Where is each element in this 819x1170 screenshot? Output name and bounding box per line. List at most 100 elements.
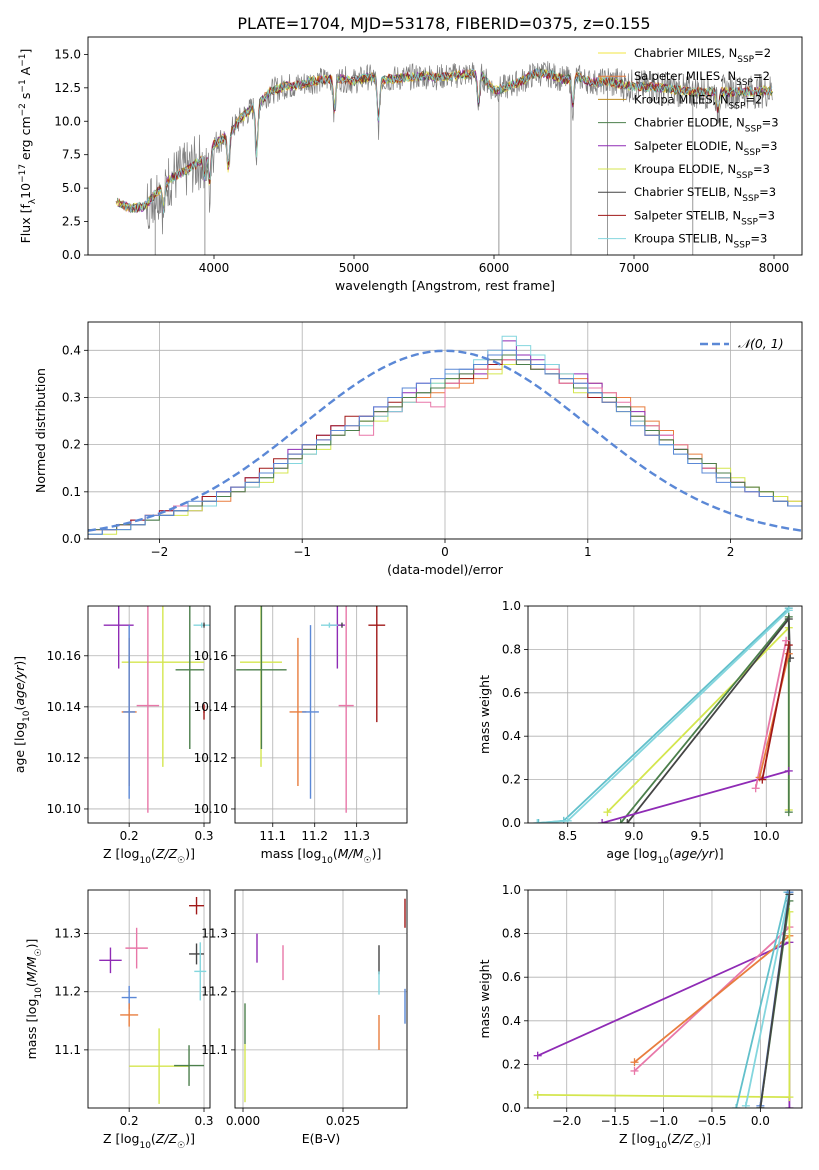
weight-line	[761, 644, 790, 780]
x-axis-label: mass [log10(M/M☉)]	[261, 846, 382, 866]
y-axis-label: mass weight	[477, 959, 492, 1038]
y-tick-label: 11.1	[54, 1043, 81, 1057]
x-tick-label: 4000	[199, 261, 230, 275]
y-axis-label: Normed distribution	[33, 368, 48, 493]
spectrum-panel: 4000 5000 6000 7000 8000 0.0 2.5 5.0 7.5 10.0 12.5…	[18, 36, 803, 293]
weight-line	[601, 770, 790, 823]
x-tick-label: 1	[584, 545, 592, 559]
y-tick-label: 0.6	[502, 686, 521, 700]
legend-label: Salpeter ELODIE, NSSP=3	[634, 139, 777, 158]
x-axis-label: age [log10(age/yr)]	[606, 846, 723, 866]
x-tick-label: 2	[727, 545, 735, 559]
axes-frame	[87, 321, 803, 540]
y-tick-label: 11.3	[54, 927, 81, 941]
x-tick-label: 8.5	[558, 829, 577, 843]
x-tick-label: 9.5	[691, 829, 710, 843]
axes-frame	[234, 605, 408, 824]
x-tick-label: 5000	[339, 261, 370, 275]
x-tick-label: 8000	[759, 261, 790, 275]
y-tick-label: 11.2	[54, 985, 81, 999]
z-vs-mass-panel: 0.2 0.3 11.1 11.2 11.3 Z [log10(Z/Z☉)] mass [l…	[24, 889, 214, 1151]
weight-line	[606, 625, 790, 813]
y-tick-label: 0.3	[62, 390, 81, 404]
x-tick-label: 0.2	[120, 1114, 139, 1128]
y-tick-label: 10.0	[54, 114, 81, 128]
legend-label: Chabrier STELIB, NSSP=3	[634, 185, 776, 204]
y-tick-label: 2.5	[62, 215, 81, 229]
x-tick-label: −1	[293, 545, 311, 559]
x-tick-label: −2.0	[552, 1114, 581, 1128]
y-tick-label: 10.12	[194, 751, 228, 765]
y-tick-label: 0.2	[502, 1057, 521, 1071]
y-axis-label: mass weight	[477, 675, 492, 754]
legend-label: Chabrier ELODIE, NSSP=3	[634, 116, 779, 135]
x-tick-label: 7000	[619, 261, 650, 275]
axes-frame	[527, 889, 803, 1109]
ebv-vs-mass-panel: 0.000 0.025 11.1 11.2 11.3 E(B-V)	[201, 889, 408, 1146]
y-tick-label: 12.5	[54, 81, 81, 95]
legend-label: Chabrier MILES, NSSP=2	[634, 46, 771, 65]
y-tick-label: 0.0	[502, 816, 521, 830]
y-tick-label: 11.1	[201, 1043, 228, 1057]
legend-label: Salpeter MILES, NSSP=2	[634, 69, 770, 88]
x-tick-label: 6000	[479, 261, 510, 275]
residual-histogram-panel: −2 −1 0 1 2 0.0 0.1 0.2 0.3 0.4 (data-model)/error…	[33, 321, 803, 577]
y-axis-label: Flux [fλ10−17 erg cm−2 s−1 A−1]	[18, 49, 38, 244]
z-vs-age-panel-plot-area	[88, 606, 210, 823]
z-vs-age-panel: 0.2 0.3 10.10 10.12 10.14 10.16 Z [log10(Z/Z☉)…	[12, 605, 214, 866]
z-weight-panel: −2.0 −1.5 −1.0 −0.5 0.0 0.0 0.2 0.4 0.6 0.8 1.0 Z […	[477, 883, 803, 1151]
y-tick-label: 0.6	[502, 970, 521, 984]
weight-line	[537, 609, 790, 823]
ebv-vs-mass-panel-plot-area	[235, 890, 407, 1108]
y-tick-label: 0.2	[62, 438, 81, 452]
y-tick-label: 0.2	[502, 773, 521, 787]
legend-label: Salpeter STELIB, NSSP=3	[634, 208, 775, 227]
y-tick-label: 5.0	[62, 181, 81, 195]
model-spectrum-line	[119, 68, 773, 214]
mass-vs-age-panel-plot-area	[235, 606, 407, 823]
y-tick-label: 7.5	[62, 148, 81, 162]
y-tick-label: 1.0	[502, 599, 521, 613]
spectrum-panel-plot-area	[115, 61, 773, 255]
x-tick-label: 10.0	[753, 829, 780, 843]
x-tick-label: 0.025	[326, 1114, 360, 1128]
y-tick-label: 10.12	[47, 751, 81, 765]
x-axis-label: (data-model)/error	[387, 562, 504, 577]
x-tick-label: 9.0	[624, 829, 643, 843]
y-tick-label: 10.14	[47, 700, 81, 714]
axes-frame	[87, 889, 211, 1109]
y-tick-label: 0.1	[62, 485, 81, 499]
y-tick-label: 0.4	[62, 343, 81, 357]
x-tick-label: 0.0	[751, 1114, 770, 1128]
axes-frame	[87, 36, 803, 256]
x-axis-label: wavelength [Angstrom, rest frame]	[335, 278, 555, 293]
legend-label: Kroupa ELODIE, NSSP=3	[634, 162, 770, 181]
y-tick-label: 11.2	[201, 985, 228, 999]
x-axis-label: Z [log10(Z/Z☉)]	[103, 846, 195, 866]
legend-label: Kroupa STELIB, NSSP=3	[634, 232, 767, 251]
y-tick-label: 10.14	[194, 700, 228, 714]
weight-line	[538, 607, 790, 823]
y-tick-label: 0.8	[502, 642, 521, 656]
x-axis-label: Z [log10(Z/Z☉)]	[619, 1131, 711, 1151]
age-weight-panel-plot-area	[528, 606, 802, 823]
axes-frame	[234, 889, 408, 1109]
weight-line	[759, 894, 791, 1108]
mass-vs-age-panel: 11.1 11.2 11.3 10.10 10.12 10.14 10.16 mass [lo…	[194, 605, 408, 866]
weight-line	[633, 935, 790, 1063]
y-tick-label: 10.16	[194, 649, 228, 663]
y-tick-label: 0.0	[502, 1101, 521, 1115]
x-tick-label: 11.2	[301, 829, 328, 843]
histogram-step-line	[88, 349, 802, 539]
x-tick-label: 0.3	[194, 829, 213, 843]
z-weight-panel-plot-area	[528, 890, 802, 1108]
x-tick-label: 0.000	[226, 1114, 260, 1128]
weight-line	[754, 640, 787, 789]
age-weight-panel: 8.5 9.0 9.5 10.0 0.0 0.2 0.4 0.6 0.8 1.0 age [log1…	[477, 599, 803, 866]
y-axis-label: mass [log10(M/M☉)]	[24, 939, 44, 1060]
y-axis-label: age [log10(age/yr)]	[12, 656, 32, 773]
x-axis-label: Z [log10(Z/Z☉)]	[103, 1131, 195, 1151]
x-tick-label: −0.5	[697, 1114, 726, 1128]
figure-title: PLATE=1704, MJD=53178, FIBERID=0375, z=0…	[237, 14, 650, 33]
